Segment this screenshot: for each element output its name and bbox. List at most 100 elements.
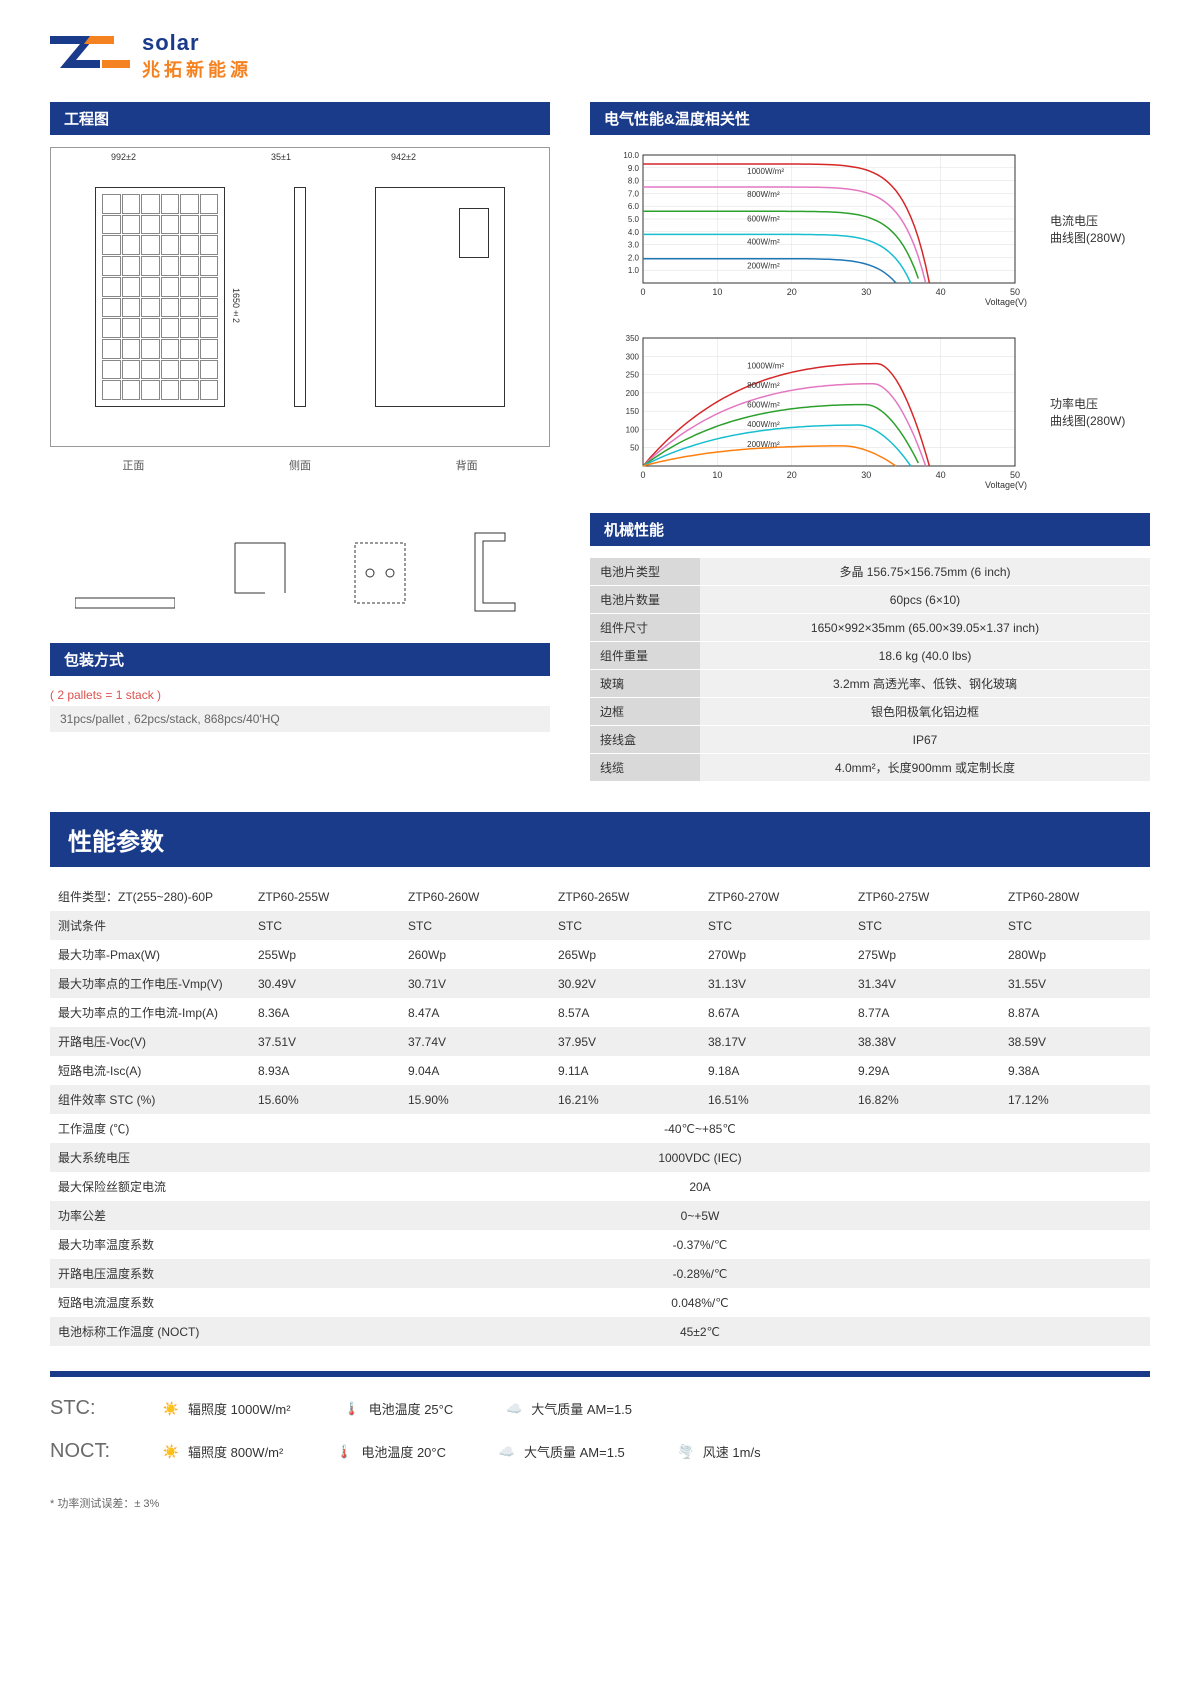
mech-value: 1650×992×35mm (65.00×39.05×1.37 inch) (700, 614, 1150, 642)
stc-irr: ☀️辐照度 1000W/m² (160, 1398, 291, 1420)
perf-value: 9.04A (400, 1056, 550, 1085)
svg-text:50: 50 (1010, 470, 1020, 480)
perf-value: STC (400, 911, 550, 940)
perf-label: 短路电流-Isc(A) (50, 1056, 250, 1085)
perf-value: 8.57A (550, 998, 700, 1027)
perf-value: STC (1000, 911, 1150, 940)
svg-text:5.0: 5.0 (628, 215, 640, 224)
cloud-icon: ☁️ (496, 1441, 518, 1463)
perf-value: 31.13V (700, 969, 850, 998)
perf-value: 9.38A (1000, 1056, 1150, 1085)
perf-value: STC (850, 911, 1000, 940)
divider-bar (50, 1371, 1150, 1377)
svg-text:1000W/m²: 1000W/m² (747, 167, 784, 176)
perf-value: -40℃~+85℃ (250, 1114, 1150, 1143)
logo-cn: 兆拓新能源 (142, 56, 252, 82)
perf-value: 9.11A (550, 1056, 700, 1085)
perf-label: 组件效率 STC (%) (50, 1085, 250, 1114)
perf-value: 8.36A (250, 998, 400, 1027)
svg-text:0: 0 (640, 470, 645, 480)
perf-value: 8.47A (400, 998, 550, 1027)
perf-value: 31.34V (850, 969, 1000, 998)
svg-text:600W/m²: 600W/m² (747, 401, 780, 410)
mech-label: 边框 (590, 698, 700, 726)
perf-value: 16.21% (550, 1085, 700, 1114)
perf-label: 最大系统电压 (50, 1143, 250, 1172)
perf-label: 功率公差 (50, 1201, 250, 1230)
perf-value: STC (550, 911, 700, 940)
perf-value: 270Wp (700, 940, 850, 969)
noct-am: ☁️大气质量 AM=1.5 (496, 1441, 625, 1463)
perf-value: 9.18A (700, 1056, 850, 1085)
perf-label: 电池标称工作温度 (NOCT) (50, 1317, 250, 1346)
panel-side-view (294, 187, 306, 407)
engineering-diagram: 992±2 35±1 942±2 1650±2 (50, 147, 550, 447)
detail-drawings (50, 493, 550, 613)
perf-label: 最大功率-Pmax(W) (50, 940, 250, 969)
svg-text:6.0: 6.0 (628, 202, 640, 211)
perf-value: 17.12% (1000, 1085, 1150, 1114)
svg-text:40: 40 (936, 287, 946, 297)
perf-value: STC (250, 911, 400, 940)
svg-text:250: 250 (626, 371, 640, 380)
perf-value: 38.17V (700, 1027, 850, 1056)
sun-icon: ☀️ (160, 1441, 182, 1463)
perf-value: 9.29A (850, 1056, 1000, 1085)
packaging-text: 31pcs/pallet , 62pcs/stack, 868pcs/40'HQ (50, 706, 550, 732)
perf-value: 30.92V (550, 969, 700, 998)
datasheet-page: solar 兆拓新能源 工程图 992±2 35±1 942±2 1650±2 (0, 0, 1200, 1541)
noct-wind: 🌪️风速 1m/s (675, 1441, 761, 1463)
logo-en: solar (142, 30, 252, 56)
svg-text:200W/m²: 200W/m² (747, 262, 780, 271)
perf-value: 45±2℃ (250, 1317, 1150, 1346)
detail-bar (75, 593, 175, 613)
perf-value: 37.51V (250, 1027, 400, 1056)
perf-value: 15.90% (400, 1085, 550, 1114)
mech-value: 4.0mm²，长度900mm 或定制长度 (700, 754, 1150, 782)
noct-row: NOCT: ☀️辐照度 800W/m² 🌡️电池温度 20°C ☁️大气质量 A… (50, 1440, 1150, 1463)
logo-text: solar 兆拓新能源 (142, 30, 252, 82)
stc-label: STC: (50, 1397, 110, 1420)
perf-value: 8.67A (700, 998, 850, 1027)
perf-value: 30.49V (250, 969, 400, 998)
perf-value: 30.71V (400, 969, 550, 998)
dim-depth: 35±1 (271, 152, 291, 162)
svg-text:1000W/m²: 1000W/m² (747, 362, 784, 371)
perf-value: 1000VDC (IEC) (250, 1143, 1150, 1172)
perf-value: 38.59V (1000, 1027, 1150, 1056)
svg-text:Voltage(V): Voltage(V) (985, 297, 1027, 307)
mech-label: 线缆 (590, 754, 700, 782)
perf-value: 16.51% (700, 1085, 850, 1114)
svg-text:200: 200 (626, 389, 640, 398)
thermometer-icon: 🌡️ (333, 1441, 355, 1463)
perf-value: STC (700, 911, 850, 940)
perf-value: 260Wp (400, 940, 550, 969)
svg-text:350: 350 (626, 334, 640, 343)
svg-text:9.0: 9.0 (628, 164, 640, 173)
perf-value: 280Wp (1000, 940, 1150, 969)
dim-backw: 942±2 (391, 152, 416, 162)
svg-text:8.0: 8.0 (628, 177, 640, 186)
svg-text:400W/m²: 400W/m² (747, 237, 780, 246)
perf-value: 15.60% (250, 1085, 400, 1114)
stc-am: ☁️大气质量 AM=1.5 (503, 1398, 632, 1420)
test-conditions: STC: ☀️辐照度 1000W/m² 🌡️电池温度 25°C ☁️大气质量 A… (50, 1397, 1150, 1511)
footnote: * 功率测试误差：± 3% (50, 1495, 1150, 1511)
svg-text:200W/m²: 200W/m² (747, 440, 780, 449)
perf-label: 工作温度 (℃) (50, 1114, 250, 1143)
mech-value: 60pcs (6×10) (700, 586, 1150, 614)
svg-text:150: 150 (626, 407, 640, 416)
perf-label: 最大功率点的工作电压-Vmp(V) (50, 969, 250, 998)
label-front: 正面 (122, 457, 144, 473)
perf-label: 短路电流温度系数 (50, 1288, 250, 1317)
pv-caption: 功率电压 曲线图(280W) (1040, 395, 1150, 429)
sun-icon: ☀️ (160, 1398, 182, 1420)
svg-text:50: 50 (1010, 287, 1020, 297)
perf-value: 16.82% (850, 1085, 1000, 1114)
mech-label: 玻璃 (590, 670, 700, 698)
svg-text:10.0: 10.0 (623, 151, 639, 160)
svg-text:3.0: 3.0 (628, 241, 640, 250)
svg-text:50: 50 (630, 444, 639, 453)
mech-label: 接线盒 (590, 726, 700, 754)
svg-text:1.0: 1.0 (628, 266, 640, 275)
